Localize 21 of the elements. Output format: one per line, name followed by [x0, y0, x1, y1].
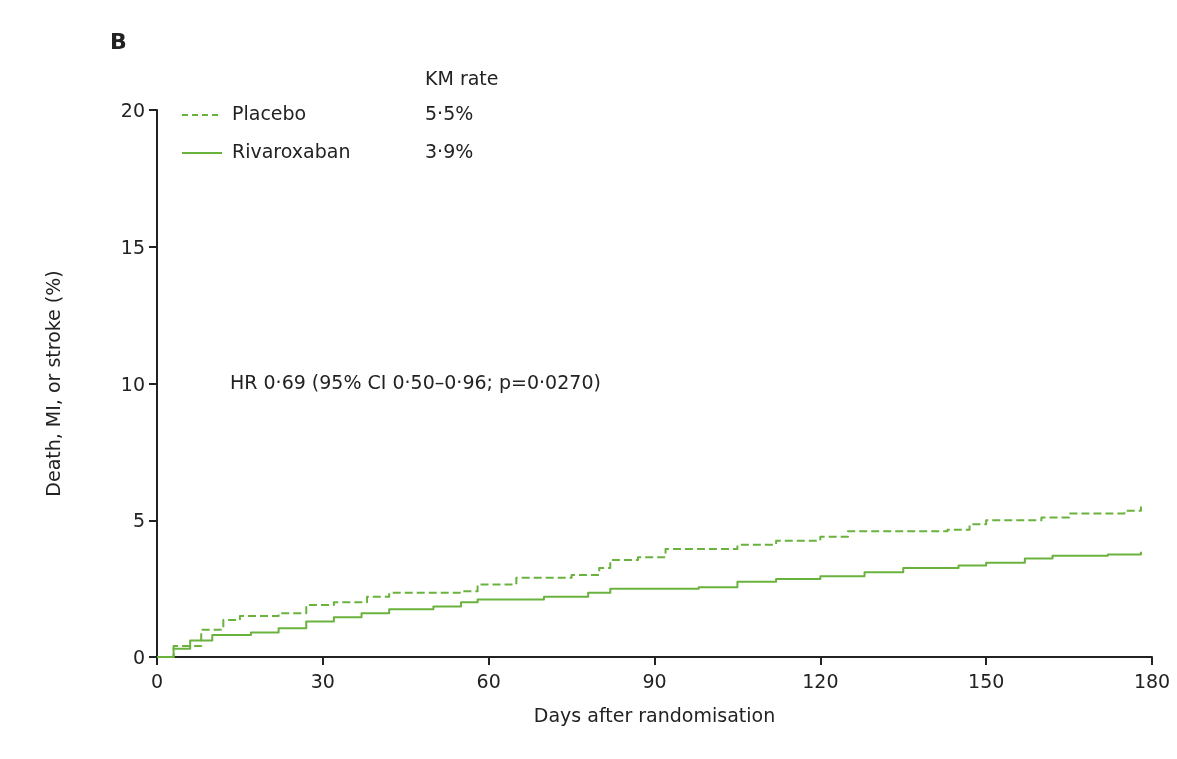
annotation: 3·9%	[425, 139, 474, 162]
legend-label: Placebo	[232, 101, 307, 124]
x-axis-title: Days after randomisation	[533, 703, 776, 726]
annotation: 5·5%	[425, 101, 474, 124]
x-tick-label: 150	[968, 669, 1005, 692]
legend-title: KM rate	[425, 66, 499, 89]
chart-title: B	[110, 28, 127, 54]
x-tick-label: 120	[802, 669, 839, 692]
x-tick-label: 0	[150, 669, 164, 692]
y-tick-label: 15	[120, 235, 145, 258]
x-tick-label: 90	[642, 669, 667, 692]
annotation: HR 0·69 (95% CI 0·50–0·96; p=0·0270)	[230, 370, 601, 393]
y-tick-label: 20	[120, 99, 145, 121]
x-tick-label: 180	[1133, 669, 1171, 692]
y-tick-label: 5	[132, 509, 145, 532]
x-tick-label: 60	[476, 669, 501, 692]
y-axis-title: Death, MI, or stroke (%)	[41, 270, 64, 497]
legend-label: Rivaroxaban	[232, 139, 351, 162]
y-tick-label: 0	[132, 646, 145, 668]
x-tick-label: 30	[310, 669, 335, 692]
y-tick-label: 10	[120, 372, 145, 395]
